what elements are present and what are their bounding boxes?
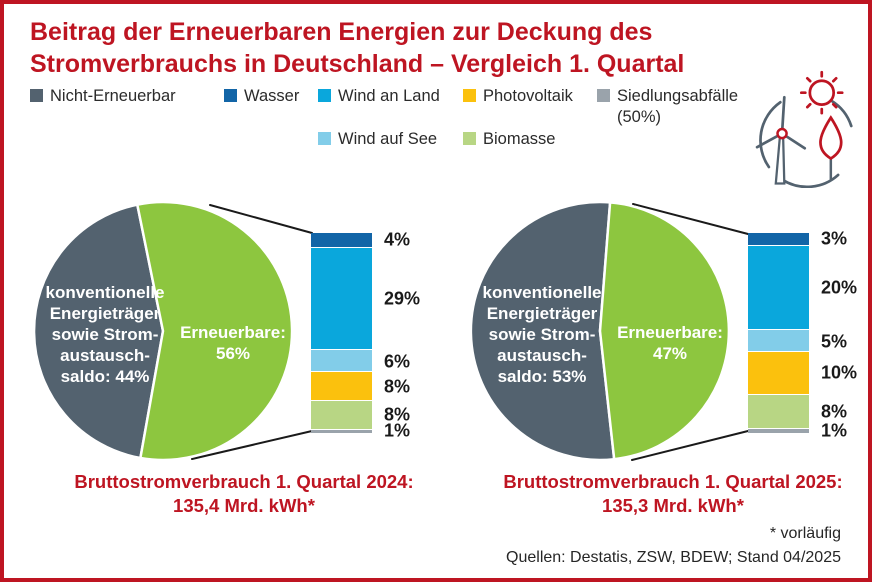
pie-slice-Nicht-Erneuerbar (32, 203, 165, 460)
stacked-bar-2024 (311, 233, 372, 433)
legend-item-wind-auf-see: Wind auf See (318, 129, 437, 150)
legend-swatch-wind-an-land (318, 89, 331, 102)
bar-value-label: 8% (384, 404, 411, 425)
caption-2024: Bruttostromverbrauch 1. Quartal 2024: 13… (74, 471, 414, 517)
bar-value-label: 8% (384, 376, 411, 397)
bar-value-label: 20% (821, 277, 858, 298)
bar-labels-2025: 3% 20% 5% 10% 8% 1% (821, 229, 868, 440)
bar-value-label: 10% (821, 362, 858, 383)
bar-value-label: 6% (384, 351, 411, 372)
bar-segment-Wind an Land (748, 246, 809, 331)
bar-value-label: 1% (384, 420, 411, 441)
pie-2025 (469, 200, 731, 462)
legend-item-photovoltaik: Photovoltaik (463, 86, 573, 107)
bar-value-label: 1% (821, 420, 848, 441)
caption-2025: Bruttostromverbrauch 1. Quartal 2025: 13… (503, 471, 843, 517)
legend-swatch-wasser (224, 89, 237, 102)
bar-segment-Photovoltaik (748, 352, 809, 395)
pie-label-erneuerbare-2025: Erneuerbare: 47% (617, 323, 723, 364)
stacked-bar-2025 (748, 233, 809, 434)
bar-segment-Biomasse (311, 400, 372, 430)
bar-value-label: 5% (821, 331, 848, 351)
legend-item-wasser: Wasser (224, 86, 299, 107)
pie-slice-Erneuerbare (598, 201, 731, 461)
chart-2025: konventionelle Energieträger sowie Strom… (469, 200, 868, 468)
chart-2024: konventionelle Energieträger sowie Strom… (32, 200, 457, 468)
legend-item-nicht-erneuerbar: Nicht-Erneuerbar (30, 86, 176, 107)
pie-2024 (32, 200, 294, 462)
bar-value-label: 29% (384, 288, 421, 309)
page-title: Beitrag der Erneuerbaren Energien zur De… (30, 18, 685, 78)
legend-label: Siedlungsabfälle (50%) (617, 87, 739, 127)
legend-swatch-nicht-erneuerbar (30, 89, 43, 102)
bar-value-label: 4% (384, 229, 411, 250)
bar-segment-Photovoltaik (311, 371, 372, 401)
legend-swatch-biomasse (463, 132, 476, 145)
pie-label-konventionelle-2024: konventionelle Energieträger sowie Strom… (45, 283, 165, 387)
bar-segment-Wind an Land (311, 247, 372, 350)
bar-value-label: 8% (821, 401, 848, 422)
legend-item-biomasse: Biomasse (463, 129, 555, 150)
pie-slice-Nicht-Erneuerbar (469, 200, 616, 462)
legend-label: Wind an Land (338, 87, 440, 105)
bar-segment-Siedlungsabfälle (50%) (311, 429, 372, 433)
legend-label: Nicht-Erneuerbar (50, 87, 176, 105)
bar-segment-Siedlungsabfälle (50%) (748, 428, 809, 434)
bar-segment-Wasser (748, 233, 809, 247)
bar-labels-2024: 4% 29% 6% 8% 8% 1% (384, 229, 456, 441)
legend-swatch-wind-auf-see (318, 132, 331, 145)
footnote: * vorläufig (769, 525, 841, 542)
legend-swatch-photovoltaik (463, 89, 476, 102)
legend-label: Biomasse (483, 130, 556, 148)
sun-icon (799, 70, 844, 115)
legend-item-siedlungsabfaelle: Siedlungsabfälle (50%) (597, 86, 738, 129)
leaf-icon (819, 115, 843, 181)
legend-item-wind-an-land: Wind an Land (318, 86, 440, 107)
pie-slice-Erneuerbare (136, 200, 294, 462)
legend-label: Wasser (244, 87, 300, 105)
bar-segment-Wasser (311, 233, 372, 248)
pie-label-erneuerbare-2024: Erneuerbare: 56% (180, 323, 286, 364)
bar-value-label: 3% (821, 228, 848, 249)
legend-label: Wind auf See (338, 130, 438, 148)
legend-label: Photovoltaik (483, 87, 573, 105)
pie-label-konventionelle-2025: konventionelle Energieträger sowie Strom… (482, 283, 602, 387)
sources-line: Quellen: Destatis, ZSW, BDEW; Stand 04/2… (506, 549, 841, 566)
bar-segment-Biomasse (748, 394, 809, 429)
bar-segment-Wind auf See (748, 330, 809, 353)
bar-segment-Wind auf See (311, 349, 372, 372)
legend-swatch-siedlungsabfaelle (597, 89, 610, 102)
renewable-energy-icon (755, 70, 853, 188)
wind-turbine-icon (755, 95, 807, 185)
